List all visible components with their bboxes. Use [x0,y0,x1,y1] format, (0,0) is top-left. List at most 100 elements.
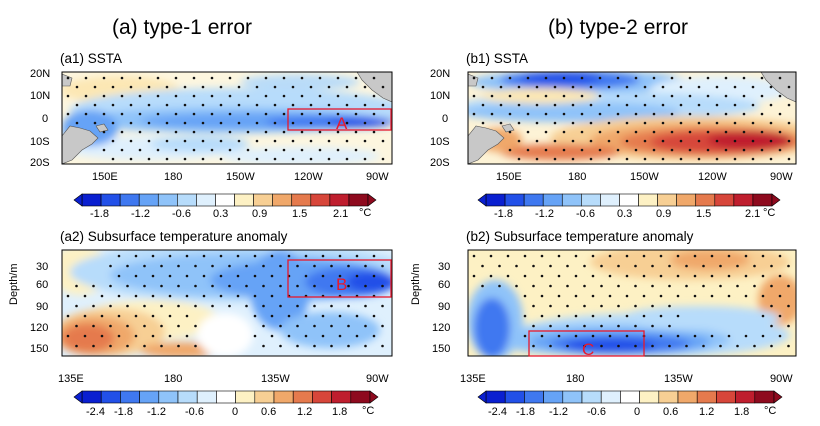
colorbar-tick-label: 0.6 [261,406,277,418]
significance-dot [318,112,322,116]
significance-dot [84,94,88,98]
significance-dot [364,344,367,348]
significance-dot [102,94,106,98]
colorbar-swatch [658,390,679,404]
significance-dot [143,304,146,308]
significance-dot [742,76,746,80]
significance-dot [634,130,638,134]
significance-dot [194,344,197,348]
significance-dots [66,76,385,161]
panel-a1-map: A [61,71,393,165]
significance-dot [676,274,680,278]
significance-dot [287,314,291,318]
significance-dot [574,294,578,298]
significance-dot [553,157,557,161]
tick-label: 135E [460,373,486,385]
significance-dot [544,94,548,98]
significance-dot [540,334,544,338]
significance-dot [625,254,629,258]
significance-dot [625,85,629,89]
significance-dot [117,314,121,318]
significance-dot [102,112,106,116]
significance-dot [724,76,728,80]
significance-dot [634,284,637,288]
significance-dot [318,148,322,152]
significance-dot [228,284,231,288]
significance-dot [313,324,316,328]
significance-dot [574,274,578,278]
significance-dot [211,304,214,308]
significance-dot [697,103,701,107]
significance-dot [100,294,104,298]
significance-dot [670,94,674,98]
significance-dot [174,94,178,98]
significance-dot [210,130,214,134]
significance-dot [93,85,97,89]
tick-label: 30 [438,261,451,273]
colorbar-tick-label: -1.2 [535,208,554,220]
tick-label: 120W [294,171,323,183]
significance-dot [778,334,782,338]
significance-dot [381,284,384,288]
colorbar-swatch [561,193,582,207]
significance-dot [83,294,87,298]
significance-dot [282,148,286,152]
region-box-c [528,330,645,357]
significance-dot [300,148,304,152]
significance-dot [499,85,503,89]
significance-dot [354,112,358,116]
colorbar-tick-label: 1.5 [696,208,712,220]
significance-dot [679,157,683,161]
significance-dot [372,94,376,98]
significance-dot [313,304,316,308]
colorbar-bottom-b [477,390,783,404]
significance-dot [778,76,782,80]
significance-dot [571,139,575,143]
significance-dot [296,304,299,308]
significance-dot [66,314,70,318]
significance-dot [143,284,146,288]
significance-dot [364,284,367,288]
tick-label: 120W [698,171,727,183]
significance-dot [659,274,663,278]
colorbar-swatch [542,193,563,207]
significance-dot [336,112,340,116]
significance-dot [126,304,129,308]
significance-dot [625,334,629,338]
significance-dot [177,344,180,348]
significance-dot [778,130,782,134]
significance-dot [273,103,277,107]
significance-dot [126,324,129,328]
significance-dot [174,130,178,134]
significance-dot [253,294,257,298]
colorbar-tick-label: -1.2 [147,406,166,418]
significance-dot [246,76,250,80]
significance-dot [670,130,674,134]
significance-dot [706,112,710,116]
significance-dot [201,103,205,107]
significance-dot [787,304,790,308]
significance-dot [490,112,494,116]
significance-dot [201,157,205,161]
significance-dot [321,274,325,278]
significance-dot [598,148,602,152]
significance-dot [685,264,688,268]
colorbar-arrow-left [477,193,487,207]
significance-dot [210,112,214,116]
significance-dot [83,334,87,338]
significance-dot [296,264,299,268]
significance-dot [296,324,299,328]
significance-dot [625,274,629,278]
significance-dot [549,284,552,288]
significance-dot [724,112,728,116]
tick-label: 20S [430,157,450,169]
colorbar-tick-label: 1.2 [297,406,313,418]
significance-dot [138,112,142,116]
significance-dot [760,148,764,152]
significance-dot [778,294,782,298]
significance-dot [246,94,250,98]
significance-dot [111,157,115,161]
colorbar-swatch [100,193,121,207]
significance-dot [270,274,274,278]
significance-dot [129,121,133,125]
